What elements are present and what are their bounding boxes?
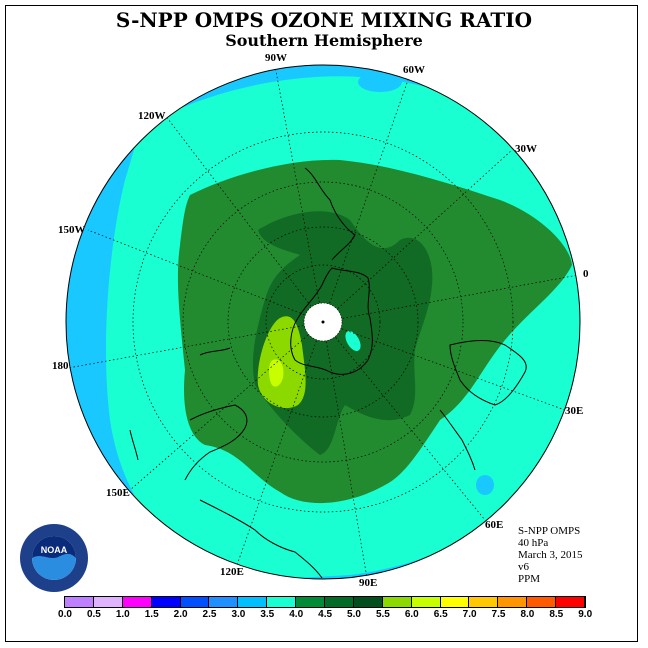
colorbar-segment	[209, 597, 239, 607]
colorbar-segment	[93, 597, 123, 607]
colorbar-segment	[353, 597, 383, 607]
info-version: v6	[518, 561, 529, 573]
lon-label-120w: 120W	[138, 110, 166, 122]
lon-label-150e: 150E	[106, 487, 130, 499]
lon-label-90w: 90W	[265, 52, 287, 64]
lon-label-60e: 60E	[485, 519, 504, 531]
lon-label-0: 0	[583, 268, 589, 280]
colorbar-segment	[325, 597, 354, 607]
lon-label-30w: 30W	[515, 143, 537, 155]
colorbar-tick-label: 2.0	[173, 609, 188, 620]
colorbar	[64, 596, 587, 608]
colorbar-segment	[527, 597, 557, 607]
lon-label-60w: 60W	[403, 64, 425, 76]
ozone-contour-3-5-spot	[345, 331, 361, 351]
pole-point	[321, 320, 325, 324]
colorbar-segment	[122, 597, 152, 607]
colorbar-segment	[180, 597, 210, 607]
map-subtitle: Southern Hemisphere	[225, 31, 423, 50]
lon-label-30e: 30E	[565, 405, 584, 417]
colorbar-segment	[411, 597, 441, 607]
noaa-logo-text: NOAA	[41, 545, 68, 555]
colorbar-tick-label: 5.5	[375, 609, 390, 620]
colorbar-tick-label: 9.0	[578, 609, 593, 620]
colorbar-tick-label: 3.0	[231, 609, 246, 620]
colorbar-tick-label: 6.5	[433, 609, 448, 620]
ozone-contour-3-0-spot	[476, 475, 494, 495]
colorbar-segment	[151, 597, 181, 607]
colorbar-tick-label: 5.0	[347, 609, 361, 620]
colorbar-segment	[556, 597, 586, 607]
map-title: S-NPP OMPS OZONE MIXING RATIO	[115, 8, 533, 32]
info-block: S-NPP OMPS 40 hPa March 3, 2015 v6 PPM	[518, 525, 582, 585]
colorbar-segment	[498, 597, 528, 607]
colorbar-segment	[65, 597, 94, 607]
colorbar-segment	[296, 597, 326, 607]
colorbar-tick-label: 8.0	[520, 609, 535, 620]
info-instrument: S-NPP OMPS	[518, 525, 581, 537]
lon-label-150w: 150W	[58, 224, 86, 236]
info-level: 40 hPa	[518, 537, 549, 549]
colorbar-tick-label: 1.5	[144, 609, 159, 620]
colorbar-tick-label: 1.0	[115, 609, 130, 620]
colorbar-tick-label: 3.5	[260, 609, 275, 620]
colorbar-segment	[238, 597, 268, 607]
info-date: March 3, 2015	[518, 549, 583, 561]
map-boundary	[65, 64, 581, 580]
colorbar-segment	[440, 597, 470, 607]
noaa-logo-icon: NOAA	[20, 524, 88, 592]
lon-label-120e: 120E	[220, 566, 244, 578]
colorbar-tick-label: 7.0	[462, 609, 477, 620]
colorbar-tick-label: 4.0	[289, 609, 304, 620]
colorbar-segment	[382, 597, 412, 607]
colorbar-tick-label: 7.5	[491, 609, 506, 620]
ozone-contour-6-0	[269, 359, 284, 387]
colorbar-tick-label: 8.5	[549, 609, 564, 620]
colorbar-tick-label: 2.5	[202, 609, 217, 620]
colorbar-tick-label: 0.5	[86, 609, 101, 620]
colorbar-segment	[469, 597, 499, 607]
graticule	[67, 65, 579, 579]
colorbar-tick-label: 6.0	[404, 609, 419, 620]
colorbar-tick-label: 4.5	[318, 609, 333, 620]
ozone-contour-3-0-spot	[358, 72, 402, 92]
lon-label-90e: 90E	[359, 577, 378, 589]
colorbar-tick-label: 0.0	[58, 609, 72, 620]
coastlines	[129, 167, 527, 579]
ozone-contour-5-5	[257, 316, 306, 409]
info-units: PPM	[518, 573, 541, 585]
lon-label-180: 180	[52, 360, 69, 372]
colorbar-segment	[267, 597, 297, 607]
